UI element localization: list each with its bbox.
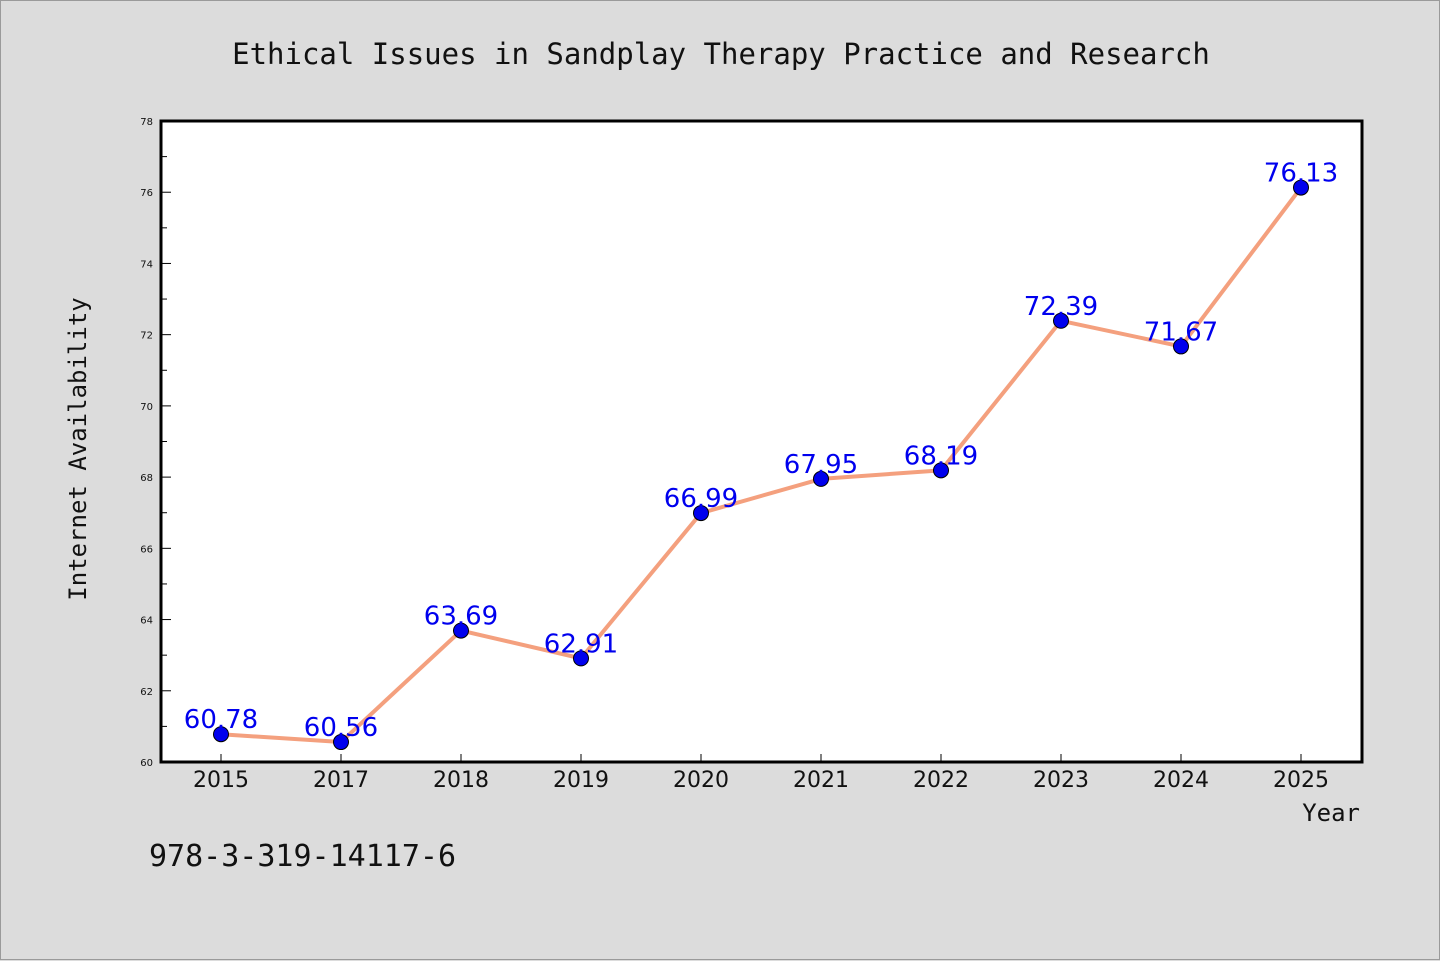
data-label: 67.95 [784,450,858,480]
y-axis-label: Internet Availability [64,297,92,600]
isbn-annotation: 978-3-319-14117-6 [149,839,456,874]
data-label: 63.69 [424,602,498,632]
x-tick-label: 2025 [1273,768,1329,793]
data-label: 60.56 [304,713,378,743]
data-point [1293,179,1309,196]
y-tick-label: 76 [140,188,153,199]
data-point [693,505,709,522]
series-internet-availability [213,179,1309,751]
data-point [1173,338,1189,355]
x-tick-label: 2019 [553,768,609,793]
data-point [1053,312,1069,329]
data-label: 72.39 [1024,292,1098,322]
y-tick-label: 72 [140,331,153,342]
data-label: 76.13 [1264,159,1338,189]
data-point [213,726,229,743]
data-point [573,650,589,667]
y-tick-label: 64 [140,616,153,627]
x-axis-label: Year [1302,799,1360,827]
y-tick-label: 68 [140,473,153,484]
data-point [453,622,469,639]
y-tick-label: 66 [140,544,153,555]
data-point [333,734,349,751]
plot-area [159,119,1364,764]
y-tick-label: 74 [140,259,153,270]
data-point [933,462,949,479]
data-label: 66.99 [664,484,738,514]
x-tick-label: 2023 [1033,768,1089,793]
y-axis: 60 62 64 66 68 70 72 74 76 78 [140,117,171,769]
x-tick-label: 2024 [1153,768,1209,793]
data-point [813,470,829,487]
y-tick-label: 60 [140,758,153,769]
x-tick-label: 2021 [793,768,849,793]
x-axis: 2015 2017 2018 2019 2020 2021 2022 2023 2024 2025 [193,754,1329,793]
data-label: 62.91 [544,629,618,659]
series-line [220,186,1303,745]
x-tick-label: 2020 [673,768,729,793]
x-tick-label: 2015 [193,768,249,793]
data-label: 68.19 [904,441,978,471]
y-tick-label: 78 [140,117,153,128]
data-label: 60.78 [184,705,258,735]
chart-title: Ethical Issues in Sandplay Therapy Pract… [232,37,1210,71]
y-tick-label: 62 [140,687,153,698]
x-tick-label: 2022 [913,768,969,793]
x-tick-label: 2017 [313,768,369,793]
data-label: 71.67 [1144,317,1218,347]
y-tick-label: 70 [140,402,153,413]
data-labels: 60.78 60.56 63.69 62.91 66.99 67.95 68.19 72.39… [184,159,1338,743]
x-tick-label: 2018 [433,768,489,793]
